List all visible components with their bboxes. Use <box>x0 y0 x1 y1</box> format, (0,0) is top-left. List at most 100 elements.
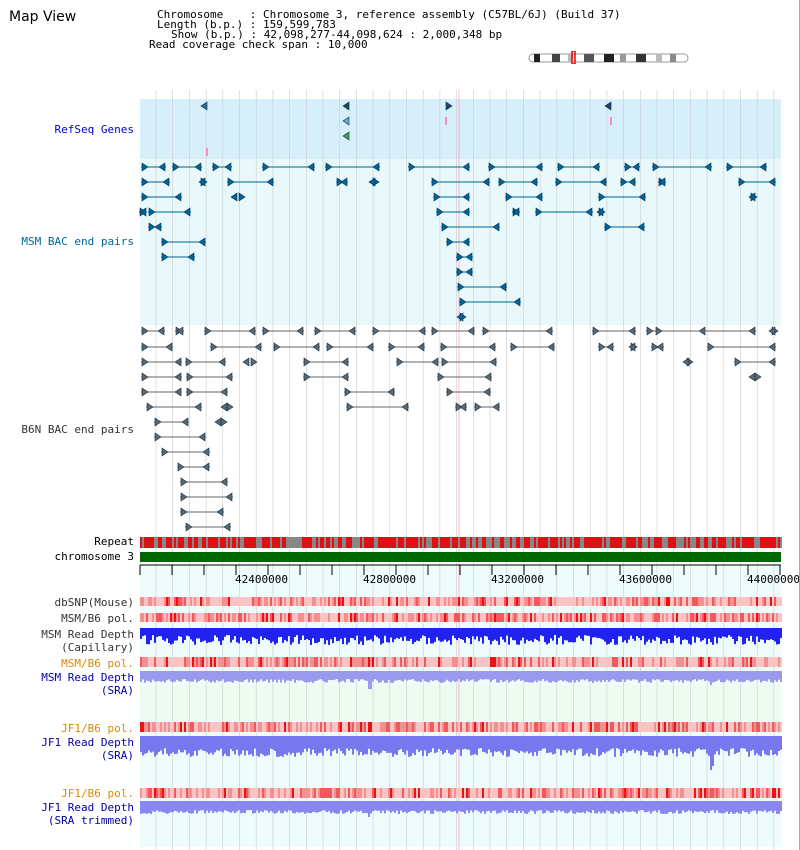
b6n-bac-pair-end <box>440 342 448 352</box>
repeat-segment <box>228 537 230 548</box>
dbsnp-heat-cell <box>740 597 742 606</box>
repeat-segment <box>482 537 484 548</box>
msm-b6-pol-heat-cell <box>314 657 316 667</box>
jf1-b6-pol-heat-cell <box>312 722 314 732</box>
msm-capillary-depth-bar <box>414 628 416 643</box>
jf1-b6-pol-heat-cell <box>234 788 236 798</box>
msm-b6-pol-heat-cell <box>542 657 544 667</box>
msm-bac-label[interactable]: MSM BAC end pairs <box>0 236 134 248</box>
jf1-sra-depth-bar <box>392 736 394 757</box>
refseq-exon-mark <box>445 117 447 125</box>
jf1-sra-depth-bar <box>238 736 240 756</box>
jf1-trimmed-depth-bar <box>218 801 220 811</box>
msm-b6-pol-heat-cell <box>756 613 758 622</box>
repeat-segment <box>594 537 596 548</box>
dbsnp-heat-cell <box>270 597 272 606</box>
chromosome-ideogram[interactable] <box>528 51 690 64</box>
jf1-b6-pol-heat-cell <box>342 722 344 732</box>
msm-capillary-depth-bar <box>222 628 224 641</box>
msm-b6-pol-heat-cell <box>250 657 252 667</box>
jf1-b6-pol-heat-cell <box>558 722 560 732</box>
dbsnp-heat-cell <box>454 597 456 606</box>
msm-b6-pol-heat-cell <box>620 613 622 622</box>
read-track-label-msm_b6_pol_2[interactable]: MSM/B6 pol. <box>0 657 134 670</box>
msm-b6-pol-heat-cell <box>360 657 362 667</box>
jf1-sra-depth-bar <box>388 736 390 753</box>
jf1-b6-pol-heat-cell <box>746 788 748 798</box>
dbsnp-heat-cell <box>760 597 762 606</box>
jf1-trimmed-depth-bar <box>454 801 456 812</box>
jf1-b6-pol-heat-cell <box>216 722 218 732</box>
repeat-segment <box>510 537 512 548</box>
jf1-sra-depth-bar <box>390 736 392 753</box>
jf1-sra-depth-bar <box>580 736 582 749</box>
jf1-b6-pol-heat-cell <box>206 788 208 798</box>
read-track-label-jf1_b6_pol_1[interactable]: JF1/B6 pol. <box>0 722 134 735</box>
msm-sra-depth-bar <box>494 671 496 680</box>
dbsnp-heat-cell <box>692 597 694 606</box>
msm-capillary-depth-bar <box>602 628 604 640</box>
msm-b6-pol-heat-cell <box>552 613 554 622</box>
msm-capillary-depth-bar <box>388 628 390 643</box>
msm-sra-depth-bar <box>204 671 206 681</box>
msm-capillary-depth-bar <box>152 628 154 636</box>
msm-capillary-depth-bar <box>202 628 204 642</box>
msm-capillary-depth-bar <box>312 628 314 639</box>
jf1-sra-depth-bar <box>604 736 606 754</box>
msm-b6-pol-heat-cell <box>506 657 508 667</box>
msm-bac-pair-end <box>340 177 348 187</box>
jf1-sra-depth-bar <box>276 736 278 757</box>
msm-capillary-depth-bar <box>374 628 376 636</box>
jf1-b6-pol-heat-cell <box>310 722 312 732</box>
jf1-b6-pol-heat-cell <box>448 788 450 798</box>
jf1-b6-pol-heat-cell <box>488 788 490 798</box>
msm-sra-depth-bar <box>446 671 448 680</box>
read-track-label-msm_b6_pol_1[interactable]: MSM/B6 pol. <box>0 612 134 625</box>
jf1-trimmed-depth-bar <box>684 801 686 813</box>
repeat-segment <box>420 537 422 548</box>
jf1-b6-pol-heat-cell <box>512 722 514 732</box>
read-track-label-jf1_b6_pol_2[interactable]: JF1/B6 pol. <box>0 787 134 800</box>
repeat-segment <box>580 537 582 548</box>
msm-capillary-depth-bar <box>342 628 344 645</box>
repeat-segment <box>360 537 362 548</box>
msm-capillary-depth-bar <box>320 628 322 639</box>
msm-b6-pol-heat-cell <box>612 613 614 622</box>
jf1-trimmed-depth-bar <box>418 801 420 814</box>
dbsnp-heat-cell <box>346 597 348 606</box>
b6n-bac-label[interactable]: B6N BAC end pairs <box>0 424 134 436</box>
repeat-segment <box>242 537 244 548</box>
msm-sra-depth-bar <box>508 671 510 683</box>
msm-sra-depth-bar <box>350 671 352 683</box>
dbsnp-heat-cell <box>242 597 244 606</box>
dbsnp-heat-cell <box>744 597 746 606</box>
jf1-trimmed-depth-bar <box>504 801 506 812</box>
read-track-label-jf1_depth_sra[interactable]: JF1 Read Depth (SRA) <box>0 736 134 762</box>
jf1-trimmed-depth-bar <box>628 801 630 813</box>
jf1-b6-pol-heat-cell <box>744 788 746 798</box>
msm-bac-pair-end <box>462 207 470 217</box>
msm-b6-pol-heat-cell <box>160 613 162 622</box>
read-track-label-msm_depth_cap[interactable]: MSM Read Depth (Capillary) <box>0 628 134 654</box>
repeat-segment <box>412 537 414 548</box>
msm-b6-pol-heat-cell <box>696 657 698 667</box>
read-track-label-jf1_depth_trim[interactable]: JF1 Read Depth (SRA trimmed) <box>0 801 134 827</box>
jf1-sra-depth-bar <box>632 736 634 750</box>
msm-capillary-depth-bar <box>416 628 418 641</box>
msm-capillary-depth-bar <box>574 628 576 643</box>
msm-capillary-depth-bar <box>192 628 194 642</box>
msm-b6-pol-heat-cell <box>708 657 710 667</box>
refseq-genes-label[interactable]: RefSeq Genes <box>0 124 134 136</box>
jf1-trimmed-depth-bar <box>284 801 286 811</box>
jf1-trimmed-depth-bar <box>556 801 558 812</box>
jf1-b6-pol-heat-cell <box>780 788 782 798</box>
b6n-bac-pair-end <box>346 402 354 412</box>
jf1-b6-pol-heat-cell <box>362 788 364 798</box>
read-track-label-msm_depth_sra[interactable]: MSM Read Depth (SRA) <box>0 671 134 697</box>
jf1-b6-pol-heat-cell <box>190 788 192 798</box>
msm-sra-depth-bar <box>226 671 228 682</box>
dbsnp-heat-cell <box>578 597 580 606</box>
read-track-label-dbsnp[interactable]: dbSNP(Mouse) <box>0 596 134 609</box>
dbsnp-heat-cell <box>176 597 178 606</box>
